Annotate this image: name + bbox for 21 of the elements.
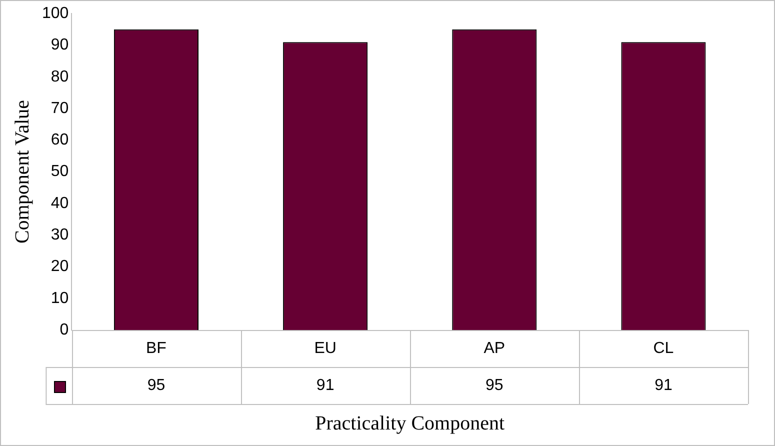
data-label: 95: [485, 376, 504, 394]
y-tick-label: 30: [50, 226, 69, 244]
y-tick-label: 0: [60, 321, 69, 338]
y-tick-label: 50: [50, 163, 69, 180]
x-tick-label: BF: [146, 340, 167, 357]
data-label: 91: [654, 376, 672, 394]
x-tick-label: AP: [484, 340, 506, 357]
y-axis-title: Component Value: [11, 100, 34, 244]
x-tick-label: EU: [314, 340, 336, 357]
data-label: 95: [147, 376, 166, 394]
x-tick-label: CL: [653, 340, 674, 357]
y-tick-label: 20: [50, 258, 69, 276]
y-tick-label: 80: [50, 68, 69, 86]
y-tick-label: 10: [50, 290, 69, 307]
y-tick-label: 70: [50, 100, 69, 117]
y-tick-label: 90: [50, 36, 69, 54]
x-axis-title: Practicality Component: [315, 412, 505, 434]
y-tick-label: 40: [50, 194, 69, 212]
data-label: 91: [316, 376, 334, 394]
y-tick-label: 60: [50, 132, 69, 149]
y-tick-label: 100: [42, 5, 69, 22]
